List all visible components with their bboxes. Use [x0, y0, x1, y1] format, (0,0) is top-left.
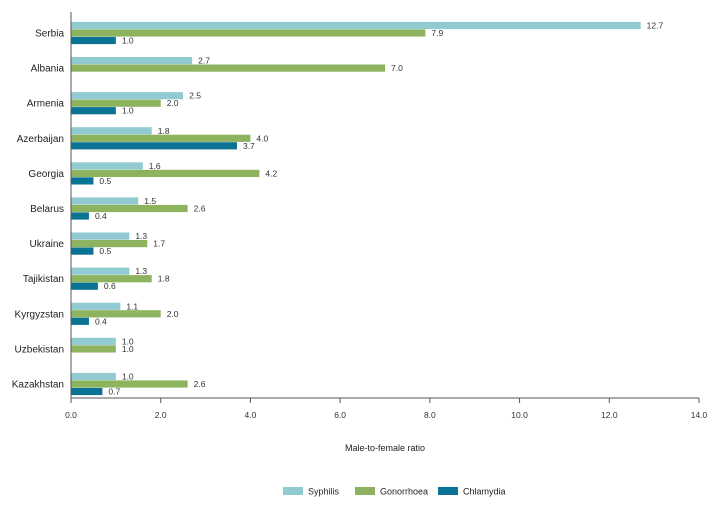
bar-chlamydia-georgia	[71, 177, 94, 185]
value-label: 0.4	[95, 211, 107, 221]
bar-gonorrhoea-kyrgyzstan	[71, 310, 161, 318]
value-label: 0.5	[99, 246, 111, 256]
value-label: 1.0	[122, 36, 134, 46]
bar-chlamydia-tajikistan	[71, 282, 98, 290]
bar-syphilis-ukraine	[71, 232, 130, 240]
bar-gonorrhoea-georgia	[71, 169, 260, 177]
value-label: 1.0	[122, 344, 134, 354]
category-label: Albania	[31, 64, 65, 75]
category-labels-layer: Serbia Albania Armenia Azerbaijan Georgia Bel…	[12, 29, 65, 391]
category-label: Georgia	[28, 169, 64, 180]
value-label: 1.8	[158, 126, 170, 136]
bar-chlamydia-belarus	[71, 212, 89, 220]
value-label: 7.9	[431, 28, 443, 38]
bar-syphilis-armenia	[71, 92, 184, 100]
value-label: 1.7	[153, 239, 165, 249]
legend-label-chlamydia: Chlamydia	[463, 487, 506, 497]
bar-gonorrhoea-belarus	[71, 204, 188, 213]
x-tick-label: 8.0	[424, 410, 436, 420]
bar-syphilis-georgia	[71, 162, 143, 170]
value-label: 1.6	[149, 161, 161, 171]
value-labels-layer: 12.7 7.9 1.0 2.7 7.0 2.5 2.0 1.0 1.8 4.03.7 1.6 4.2…	[95, 21, 664, 397]
x-ticks-layer: 0.0 2.0 4.0 6.0 8.0 10.0 12.0 14.0	[65, 398, 708, 420]
value-label: 1.1	[126, 301, 138, 311]
x-tick-label: 0.0	[65, 410, 77, 420]
value-label: 12.7	[647, 21, 664, 31]
value-label: 3.7	[243, 141, 255, 151]
x-tick-label: 2.0	[155, 410, 167, 420]
bar-chlamydia-kazakhstan	[71, 387, 103, 396]
bar-gonorrhoea-ukraine	[71, 240, 148, 248]
value-label: 1.5	[144, 196, 156, 206]
bar-chlamydia-ukraine	[71, 247, 94, 255]
value-label: 1.0	[122, 336, 134, 346]
value-label: 1.0	[122, 372, 134, 382]
value-label: 2.0	[167, 98, 179, 108]
bar-gonorrhoea-tajikistan	[71, 275, 152, 283]
value-label: 0.6	[104, 281, 116, 291]
value-label: 2.7	[198, 56, 210, 66]
category-label: Ukraine	[30, 239, 65, 250]
bar-chlamydia-kyrgyzstan	[71, 317, 89, 325]
value-label: 2.6	[194, 379, 206, 389]
category-label: Serbia	[35, 29, 64, 40]
x-axis-title: Male-to-female ratio	[345, 443, 425, 453]
category-label: Uzbekistan	[15, 344, 64, 355]
value-label: 1.0	[122, 106, 134, 116]
bar-syphilis-azerbaijan	[71, 127, 152, 135]
value-label: 4.2	[265, 168, 277, 178]
category-label: Kyrgyzstan	[15, 309, 64, 320]
bar-syphilis-kyrgyzstan	[71, 302, 121, 310]
bar-gonorrhoea-uzbekistan	[71, 345, 116, 353]
bar-gonorrhoea-azerbaijan	[71, 134, 251, 142]
x-tick-label: 6.0	[334, 410, 346, 420]
category-label: Kazakhstan	[12, 380, 64, 391]
legend-label-syphilis: Syphilis	[308, 487, 340, 497]
bar-chlamydia-azerbaijan	[71, 142, 237, 150]
bar-syphilis-albania	[71, 57, 193, 65]
bar-chlamydia-serbia	[71, 36, 116, 45]
bar-gonorrhoea-kazakhstan	[71, 380, 188, 388]
value-label: 7.0	[391, 63, 403, 73]
category-label: Armenia	[27, 99, 65, 110]
category-label: Belarus	[30, 204, 64, 215]
x-tick-label: 10.0	[511, 410, 528, 420]
value-label: 2.5	[189, 91, 201, 101]
legend: Syphilis Gonorrhoea Chlamydia	[283, 487, 506, 497]
bar-syphilis-kazakhstan	[71, 372, 116, 381]
value-label: 2.6	[194, 204, 206, 214]
legend-swatch-syphilis	[283, 487, 303, 495]
bars-layer	[71, 21, 641, 396]
bar-chlamydia-armenia	[71, 107, 116, 115]
bar-syphilis-uzbekistan	[71, 337, 116, 345]
value-label: 0.7	[108, 387, 120, 397]
bar-syphilis-tajikistan	[71, 267, 130, 275]
category-label: Azerbaijan	[17, 134, 64, 145]
value-label: 1.3	[135, 266, 147, 276]
value-label: 4.0	[256, 133, 268, 143]
bar-syphilis-belarus	[71, 197, 139, 205]
value-label: 2.0	[167, 309, 179, 319]
value-label: 1.3	[135, 231, 147, 241]
bar-gonorrhoea-albania	[71, 64, 385, 72]
x-tick-label: 12.0	[601, 410, 618, 420]
value-label: 0.4	[95, 316, 107, 326]
legend-swatch-gonorrhoea	[355, 487, 375, 495]
bar-gonorrhoea-armenia	[71, 99, 161, 107]
legend-label-gonorrhoea: Gonorrhoea	[380, 487, 428, 497]
legend-swatch-chlamydia	[438, 487, 458, 495]
x-tick-label: 4.0	[245, 410, 257, 420]
category-label: Tajikistan	[23, 274, 64, 285]
value-label: 1.8	[158, 274, 170, 284]
bar-syphilis-serbia	[71, 21, 641, 30]
x-tick-label: 14.0	[691, 410, 708, 420]
value-label: 0.5	[99, 176, 111, 186]
bar-gonorrhoea-serbia	[71, 29, 426, 37]
